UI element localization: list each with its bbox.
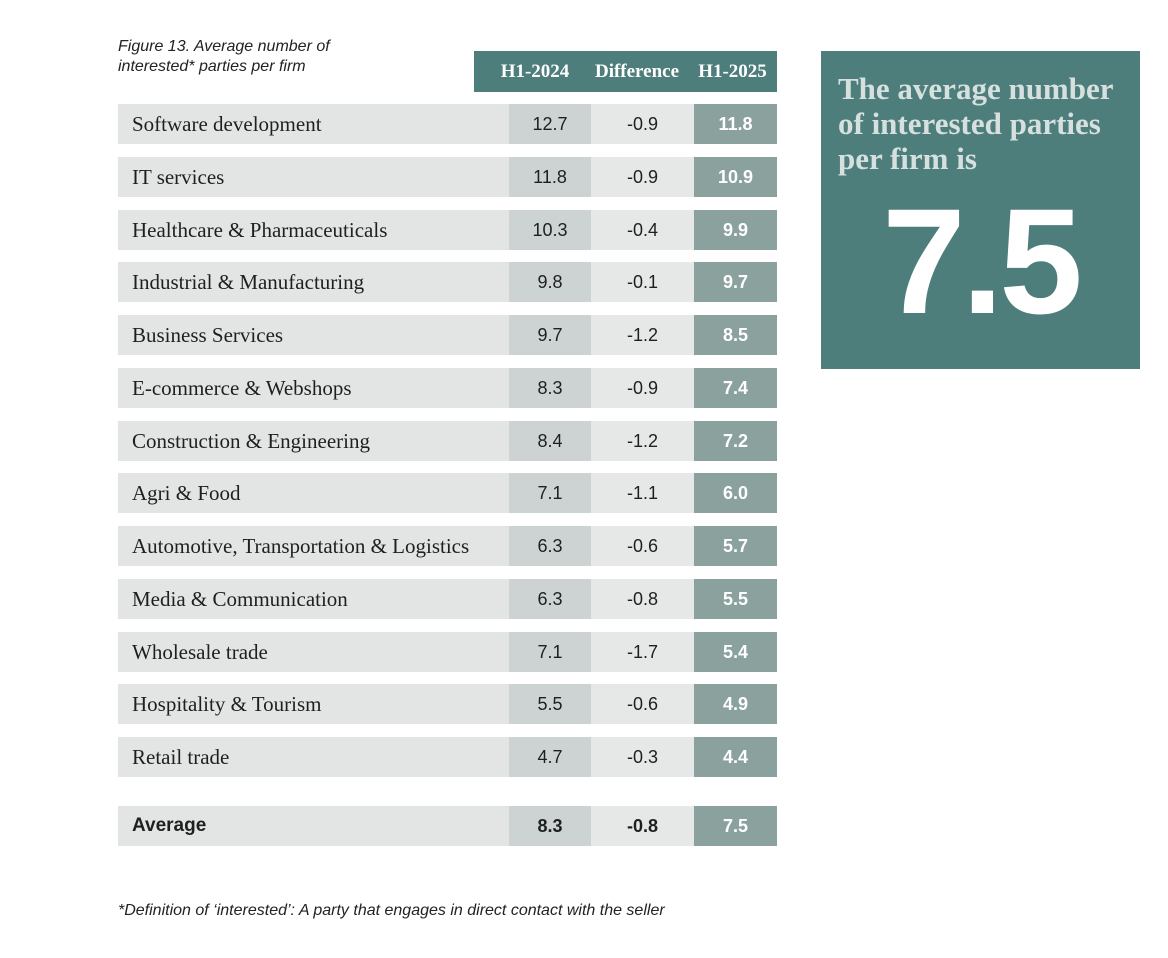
row-label: IT services bbox=[118, 156, 509, 197]
h1-2025-cell: 8.5 bbox=[694, 315, 777, 355]
table-row: IT services 11.8 -0.9 10.9 bbox=[118, 156, 777, 197]
table-row: Hospitality & Tourism 5.5 -0.6 4.9 bbox=[118, 684, 777, 725]
table-row: Automotive, Transportation & Logistics 6.… bbox=[118, 526, 777, 566]
difference-cell: -0.8 bbox=[591, 806, 694, 846]
h1-2025-cell: 4.9 bbox=[694, 684, 777, 725]
row-label: Industrial & Manufacturing bbox=[118, 262, 509, 303]
difference-cell: -1.2 bbox=[591, 315, 694, 355]
h1-2024-cell: 7.1 bbox=[509, 473, 591, 514]
h1-2024-cell: 4.7 bbox=[509, 737, 591, 777]
table-row: E-commerce & Webshops 8.3 -0.9 7.4 bbox=[118, 367, 777, 408]
row-label: Media & Communication bbox=[118, 578, 509, 619]
difference-cell: -0.6 bbox=[591, 684, 694, 725]
difference-cell: -0.9 bbox=[591, 104, 694, 144]
h1-2024-cell: 6.3 bbox=[509, 526, 591, 566]
h1-2024-cell: 8.4 bbox=[509, 420, 591, 461]
table-header: H1-2024 Difference H1-2025 bbox=[474, 51, 777, 92]
h1-2025-cell: 9.9 bbox=[694, 209, 777, 250]
h1-2024-cell: 9.8 bbox=[509, 262, 591, 303]
h1-2025-cell: 9.7 bbox=[694, 262, 777, 303]
h1-2025-cell: 5.7 bbox=[694, 526, 777, 566]
difference-cell: -1.1 bbox=[591, 473, 694, 514]
row-label: Average bbox=[118, 806, 509, 846]
row-label: Healthcare & Pharmaceuticals bbox=[118, 209, 509, 250]
h1-2025-cell: 5.4 bbox=[694, 631, 777, 672]
difference-cell: -0.6 bbox=[591, 526, 694, 566]
h1-2024-cell: 12.7 bbox=[509, 104, 591, 144]
row-label: Agri & Food bbox=[118, 473, 509, 514]
h1-2025-cell: 7.2 bbox=[694, 420, 777, 461]
h1-2024-cell: 10.3 bbox=[509, 209, 591, 250]
callout: The average number of interested parties… bbox=[821, 51, 1140, 369]
row-label: Wholesale trade bbox=[118, 631, 509, 672]
difference-cell: -1.2 bbox=[591, 420, 694, 461]
row-label: Software development bbox=[118, 104, 509, 144]
difference-cell: -0.3 bbox=[591, 737, 694, 777]
h1-2025-cell: 5.5 bbox=[694, 578, 777, 619]
difference-cell: -0.8 bbox=[591, 578, 694, 619]
row-label: E-commerce & Webshops bbox=[118, 367, 509, 408]
row-label: Hospitality & Tourism bbox=[118, 684, 509, 725]
h1-2025-cell: 10.9 bbox=[694, 156, 777, 197]
callout-text: The average number of interested parties… bbox=[838, 71, 1113, 176]
table-row: Retail trade 4.7 -0.3 4.4 bbox=[118, 737, 777, 777]
table-row: Average 8.3 -0.8 7.5 bbox=[118, 806, 777, 846]
h1-2025-cell: 7.5 bbox=[694, 806, 777, 846]
column-header: Difference bbox=[594, 61, 680, 82]
difference-cell: -0.4 bbox=[591, 209, 694, 250]
row-label: Construction & Engineering bbox=[118, 420, 509, 461]
h1-2025-cell: 7.4 bbox=[694, 367, 777, 408]
column-header: H1-2025 bbox=[698, 61, 767, 82]
h1-2024-cell: 7.1 bbox=[509, 631, 591, 672]
table-row: Healthcare & Pharmaceuticals 10.3 -0.4 9.9 bbox=[118, 209, 777, 250]
table-row: Construction & Engineering 8.4 -1.2 7.2 bbox=[118, 420, 777, 461]
h1-2024-cell: 9.7 bbox=[509, 315, 591, 355]
column-header: H1-2024 bbox=[500, 61, 570, 82]
row-label: Business Services bbox=[118, 315, 509, 355]
table-row: Agri & Food 7.1 -1.1 6.0 bbox=[118, 473, 777, 514]
h1-2025-cell: 11.8 bbox=[694, 104, 777, 144]
h1-2024-cell: 6.3 bbox=[509, 578, 591, 619]
callout-value: 7.5 bbox=[882, 177, 1083, 345]
table-row: Media & Communication 6.3 -0.8 5.5 bbox=[118, 578, 777, 619]
difference-cell: -1.7 bbox=[591, 631, 694, 672]
difference-cell: -0.1 bbox=[591, 262, 694, 303]
h1-2024-cell: 11.8 bbox=[509, 156, 591, 197]
h1-2025-cell: 4.4 bbox=[694, 737, 777, 777]
h1-2024-cell: 5.5 bbox=[509, 684, 591, 725]
h1-2024-cell: 8.3 bbox=[509, 806, 591, 846]
difference-cell: -0.9 bbox=[591, 367, 694, 408]
row-label: Retail trade bbox=[118, 737, 509, 777]
h1-2025-cell: 6.0 bbox=[694, 473, 777, 514]
difference-cell: -0.9 bbox=[591, 156, 694, 197]
row-label: Automotive, Transportation & Logistics bbox=[118, 526, 509, 566]
table-row: Industrial & Manufacturing 9.8 -0.1 9.7 bbox=[118, 262, 777, 303]
table-row: Business Services 9.7 -1.2 8.5 bbox=[118, 315, 777, 355]
table-row: Wholesale trade 7.1 -1.7 5.4 bbox=[118, 631, 777, 672]
h1-2024-cell: 8.3 bbox=[509, 367, 591, 408]
figure-caption: Figure 13. Average number of interested*… bbox=[118, 38, 330, 75]
footnote: *Definition of ‘interested’: A party tha… bbox=[118, 902, 665, 919]
table-row: Software development 12.7 -0.9 11.8 bbox=[118, 104, 777, 144]
